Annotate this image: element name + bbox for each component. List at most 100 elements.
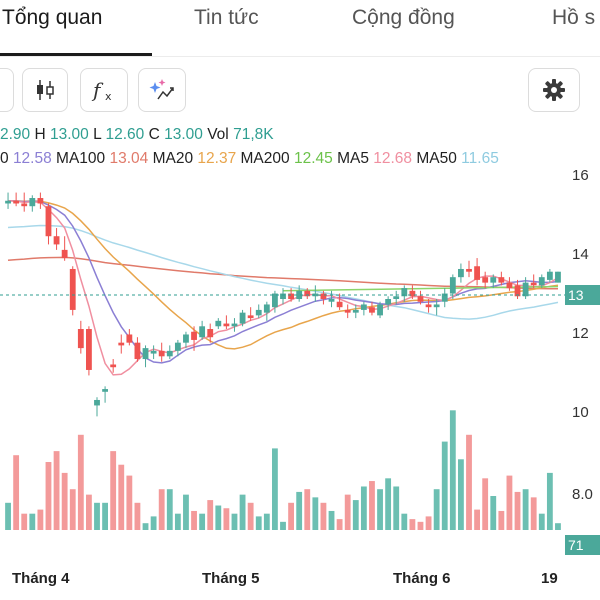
current-price-tag: 13 bbox=[565, 285, 600, 305]
chart-type-button-partial[interactable] bbox=[0, 68, 14, 112]
x-axis-label: 19 bbox=[541, 570, 558, 587]
tab-bar: Tổng quan Tin tức Cộng đồng Hồ s bbox=[0, 0, 600, 57]
candle-body bbox=[215, 320, 222, 327]
candle-body bbox=[312, 293, 319, 297]
price-axis-label: 14 bbox=[572, 246, 589, 263]
candle-body bbox=[296, 290, 303, 299]
candle-body bbox=[352, 309, 359, 313]
ohlc-readout: 2.90 H 13.00 L 12.60 C 13.00 Vol 71,8K bbox=[0, 126, 274, 144]
function-icon: f x bbox=[91, 78, 112, 103]
x-axis-label: Tháng 4 bbox=[12, 570, 70, 587]
ma20-value: 12.37 bbox=[197, 150, 237, 167]
volume-bar bbox=[239, 494, 246, 530]
volume-bar bbox=[538, 513, 545, 530]
volume-bar bbox=[352, 500, 359, 530]
candle-body bbox=[482, 277, 489, 283]
candle-body bbox=[94, 399, 100, 406]
high-label: H bbox=[34, 126, 46, 143]
candle-body bbox=[522, 282, 529, 297]
candle-body bbox=[183, 334, 189, 343]
volume-bar bbox=[288, 502, 294, 530]
candle-body bbox=[13, 200, 20, 204]
tab-profile[interactable]: Hồ s bbox=[552, 6, 596, 29]
volume-bar bbox=[207, 500, 214, 530]
settings-button[interactable] bbox=[528, 68, 580, 112]
volume-bar bbox=[110, 451, 117, 530]
volume-bar bbox=[247, 502, 254, 530]
volume-bar bbox=[490, 496, 497, 530]
volume-bar bbox=[61, 472, 68, 530]
indicator-button[interactable]: f x bbox=[80, 68, 128, 112]
candle-body bbox=[377, 304, 383, 316]
price-chart[interactable] bbox=[0, 168, 600, 562]
candle-body bbox=[514, 285, 521, 297]
candle-body bbox=[77, 329, 84, 349]
open-value: 2.90 bbox=[0, 126, 31, 143]
candle-body bbox=[280, 293, 286, 299]
ma20-line bbox=[7, 200, 559, 350]
volume-bar bbox=[296, 491, 303, 530]
candle-body bbox=[433, 304, 440, 308]
candle-body bbox=[199, 326, 206, 338]
close-label: C bbox=[148, 126, 160, 143]
volume-bar bbox=[304, 489, 311, 530]
volume-bar bbox=[94, 502, 100, 530]
candle-body bbox=[21, 203, 28, 207]
candle-body bbox=[344, 309, 351, 313]
candlesticks bbox=[5, 192, 561, 417]
volume-bar bbox=[77, 434, 84, 530]
tab-news[interactable]: Tin tức bbox=[194, 6, 259, 29]
candlestick-button[interactable] bbox=[22, 68, 68, 112]
drawing-tools-button[interactable] bbox=[138, 68, 186, 112]
volume-bar bbox=[223, 508, 230, 530]
ma200-label: MA200 bbox=[240, 150, 290, 167]
current-volume-tag: 71 bbox=[565, 535, 600, 555]
candle-body bbox=[166, 350, 173, 357]
volume-bar bbox=[126, 475, 133, 530]
ma10-line bbox=[7, 200, 559, 364]
candle-body bbox=[247, 315, 254, 319]
volume-bar bbox=[522, 489, 529, 530]
ma-first-value: 12.58 bbox=[12, 150, 52, 167]
volume-bar bbox=[530, 497, 537, 530]
volume-bar bbox=[425, 516, 432, 530]
tab-community[interactable]: Cộng đồng bbox=[352, 6, 455, 29]
volume-bar bbox=[441, 441, 448, 530]
ma100-label: MA100 bbox=[56, 150, 106, 167]
candle-body bbox=[320, 293, 327, 299]
candle-body bbox=[328, 299, 335, 302]
volume-bar bbox=[433, 489, 440, 530]
candle-body bbox=[118, 342, 125, 346]
volume-bar bbox=[482, 478, 489, 530]
volume-bar bbox=[320, 502, 327, 530]
price-axis-label: 8.0 bbox=[572, 486, 593, 503]
candle-body bbox=[441, 293, 448, 302]
low-value: 12.60 bbox=[105, 126, 145, 143]
volume-bar bbox=[174, 513, 181, 530]
candle-body bbox=[466, 268, 472, 272]
x-axis-label: Tháng 5 bbox=[202, 570, 260, 587]
volume-bar bbox=[158, 489, 165, 530]
volume-bar bbox=[21, 513, 28, 530]
volume-bar bbox=[134, 502, 141, 530]
price-axis-label: 10 bbox=[572, 404, 589, 421]
candle-body bbox=[5, 200, 11, 204]
candle-body bbox=[126, 334, 133, 343]
volume-bar bbox=[498, 510, 505, 530]
candle-body bbox=[86, 329, 92, 370]
volume-bar bbox=[417, 521, 424, 530]
candle-body bbox=[150, 350, 157, 354]
volume-bar bbox=[215, 505, 222, 530]
candle-body bbox=[449, 277, 456, 294]
candle-body bbox=[538, 277, 545, 286]
volume-bar bbox=[272, 448, 278, 530]
low-label: L bbox=[93, 126, 102, 143]
tab-overview[interactable]: Tổng quan bbox=[2, 6, 103, 29]
ma-legend: 0 12.58 MA100 13.04 MA20 12.37 MA200 12.… bbox=[0, 150, 499, 168]
volume-bar bbox=[377, 489, 383, 530]
candle-body bbox=[506, 282, 513, 289]
volume-bar bbox=[45, 462, 52, 530]
candle-body bbox=[336, 301, 343, 308]
volume-bar bbox=[409, 519, 416, 530]
ma100-line bbox=[7, 256, 559, 290]
